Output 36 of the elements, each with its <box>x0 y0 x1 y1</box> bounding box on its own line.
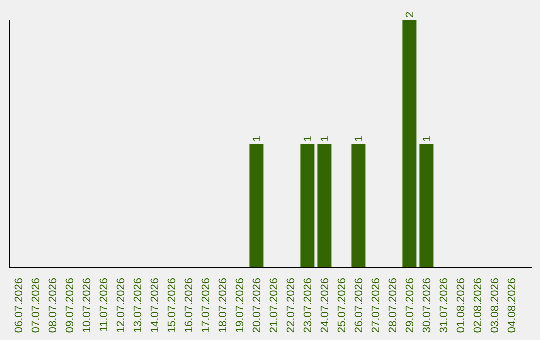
x-tick-label: 15.07.2026 <box>166 278 178 334</box>
x-tick-label: 11.07.2026 <box>98 278 110 332</box>
x-tick-label: 26.07.2026 <box>354 278 366 334</box>
x-tick-label: 27.07.2026 <box>370 278 382 334</box>
data-label: 2 <box>404 12 417 18</box>
data-label: 1 <box>320 136 332 142</box>
x-tick-label: 13.07.2026 <box>132 278 144 334</box>
x-tick-label: 28.07.2026 <box>388 278 400 334</box>
data-label: 1 <box>302 136 315 142</box>
x-tick-label: 04.08.2026 <box>506 278 518 334</box>
x-tick-label: 19.07.2026 <box>234 278 246 334</box>
x-tick-label: 18.07.2026 <box>218 278 230 334</box>
x-tick-label: 23.07.2026 <box>302 278 314 334</box>
x-tick-label: 01.08.2026 <box>456 278 468 334</box>
x-tick-label: 07.07.2026 <box>30 278 42 334</box>
data-label: 1 <box>252 136 264 142</box>
x-tick-label: 29.07.2026 <box>404 278 416 334</box>
data-label: 1 <box>422 136 434 142</box>
x-tick-label: 10.07.2026 <box>82 278 94 334</box>
x-tick-label: 22.07.2026 <box>286 278 298 334</box>
x-tick-label: 14.07.2026 <box>150 278 162 334</box>
x-tick-label: 24.07.2026 <box>320 278 332 334</box>
x-tick-label: 06.07.2026 <box>14 278 26 334</box>
x-tick-label: 25.07.2026 <box>336 278 348 334</box>
x-tick-label: 31.07.2026 <box>438 278 450 334</box>
x-tick-label: 03.08.2026 <box>490 278 502 334</box>
data-label: 1 <box>354 136 366 142</box>
x-tick-label: 08.07.2026 <box>48 278 60 334</box>
x-tick-label: 30.07.2026 <box>422 278 434 334</box>
x-tick-label: 12.07.2026 <box>116 278 128 334</box>
x-tick-label: 16.07.2026 <box>184 278 196 334</box>
x-tick-label: 17.07.2026 <box>200 278 212 334</box>
x-tick-label: 21.07.2026 <box>268 278 280 334</box>
x-tick-label: 20.07.2026 <box>252 278 264 334</box>
x-tick-label: 02.08.2026 <box>472 278 484 334</box>
x-tick-label: 09.07.2026 <box>64 278 76 334</box>
